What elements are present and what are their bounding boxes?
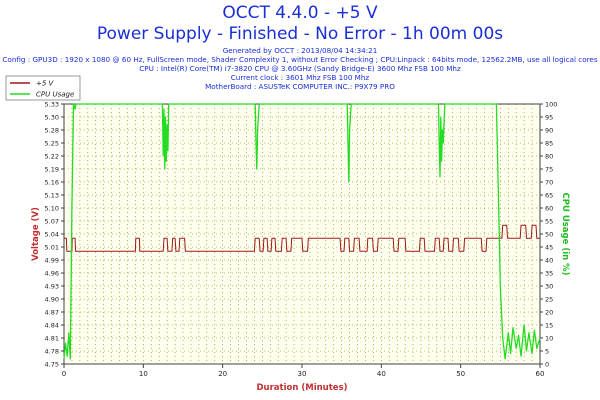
legend: +5 V CPU Usage (5, 75, 81, 101)
y2-tick-label: 25 (545, 296, 553, 304)
y-tick-label: 4.81 (45, 335, 59, 343)
y-tick-label: 4.96 (45, 270, 59, 278)
x-tick-label: 10 (139, 370, 148, 378)
x-tick-label: 30 (298, 370, 307, 378)
y-tick-label: 5.19 (45, 166, 59, 174)
legend-box (5, 75, 81, 101)
legend-label-voltage: +5 V (36, 80, 55, 88)
y-tick-label: 5.01 (45, 244, 59, 252)
y2-tick-label: 75 (545, 166, 553, 174)
x-tick-label: 60 (536, 370, 545, 378)
x-tick-label: 0 (62, 370, 66, 378)
y-tick-label: 4.90 (45, 296, 59, 304)
grid-lines (63, 103, 541, 365)
y-tick-label: 5.04 (45, 231, 59, 239)
x-axis-label: Duration (Minutes) (257, 383, 348, 393)
y-tick-label: 4.84 (45, 322, 59, 330)
voltage-axis: 4.75 4.78 4.81 4.84 4.87 4.90 4.93 4.96 4.99 5.01… (45, 101, 64, 369)
y2-tick-label: 10 (545, 335, 553, 343)
y-tick-label: 4.99 (45, 257, 59, 265)
y2-tick-label: 40 (545, 257, 553, 265)
y-tick-label: 5.28 (45, 127, 59, 135)
y2-tick-label: 5 (545, 348, 549, 356)
x-tick-label: 40 (377, 370, 386, 378)
y-tick-label: 5.33 (45, 101, 59, 109)
y-tick-label: 5.22 (45, 153, 59, 161)
y-tick-label: 4.78 (45, 348, 59, 356)
y2-tick-label: 70 (545, 179, 553, 187)
y-tick-label: 4.93 (45, 283, 59, 291)
y-tick-label: 4.87 (45, 309, 59, 317)
info-motherboard: MotherBoard : ASUSTeK COMPUTER INC.: P9X… (205, 82, 395, 91)
y-tick-label: 5.16 (45, 179, 59, 187)
y2-tick-label: 45 (545, 244, 553, 252)
y2-tick-label: 60 (545, 205, 553, 213)
y2-tick-label: 95 (545, 114, 553, 122)
y2-tick-label: 35 (545, 270, 553, 278)
y2-tick-label: 55 (545, 218, 553, 226)
y2-tick-label: 65 (545, 192, 553, 200)
y2-tick-label: 85 (545, 140, 553, 148)
y-axis-label: Voltage (V) (31, 207, 41, 261)
y2-tick-label: 0 (545, 361, 549, 369)
x-tick-label: 50 (456, 370, 465, 378)
y2-tick-label: 80 (545, 153, 553, 161)
duration-axis: 0 10 20 30 40 50 60 (62, 364, 545, 378)
y2-tick-label: 15 (545, 322, 553, 330)
cpu-usage-axis: 0 5 10 15 20 25 30 35 40 45 50 55 60 65 70 75 80 85 90 95 10… (540, 101, 557, 369)
series-cpu-usage-line (63, 103, 541, 360)
info-config: Config : GPU3D : 1920 x 1080 @ 60 Hz, Fu… (2, 55, 598, 64)
chart-title: OCCT 4.4.0 - +5 V (222, 3, 378, 23)
chart-subtitle: Power Supply - Finished - No Error - 1h … (96, 24, 504, 44)
info-generated: Generated by OCCT : 2013/08/04 14:34:21 (222, 46, 378, 55)
info-cpu: CPU : Intel(R) Core(TM) i7-3820 CPU @ 3.… (139, 64, 461, 73)
y2-tick-label: 100 (545, 101, 557, 109)
x-tick-label: 20 (218, 370, 227, 378)
y2-tick-label: 30 (545, 283, 553, 291)
y-tick-label: 5.25 (45, 140, 59, 148)
y2-tick-label: 50 (545, 231, 553, 239)
y-tick-label: 5.07 (45, 218, 59, 226)
y-tick-label: 5.13 (45, 192, 59, 200)
y-tick-label: 5.30 (45, 114, 59, 122)
y2-tick-label: 90 (545, 127, 553, 135)
series-voltage-line (64, 224, 540, 252)
y2-axis-label: CPU Usage (in %) (560, 192, 570, 275)
series-layer (63, 103, 541, 360)
y-tick-label: 4.75 (45, 361, 59, 369)
legend-label-cpu: CPU Usage (36, 91, 74, 99)
y2-tick-label: 20 (545, 309, 553, 317)
info-clock: Current clock : 3601 Mhz FSB 100 Mhz (230, 73, 370, 82)
y-tick-label: 5.10 (45, 205, 59, 213)
